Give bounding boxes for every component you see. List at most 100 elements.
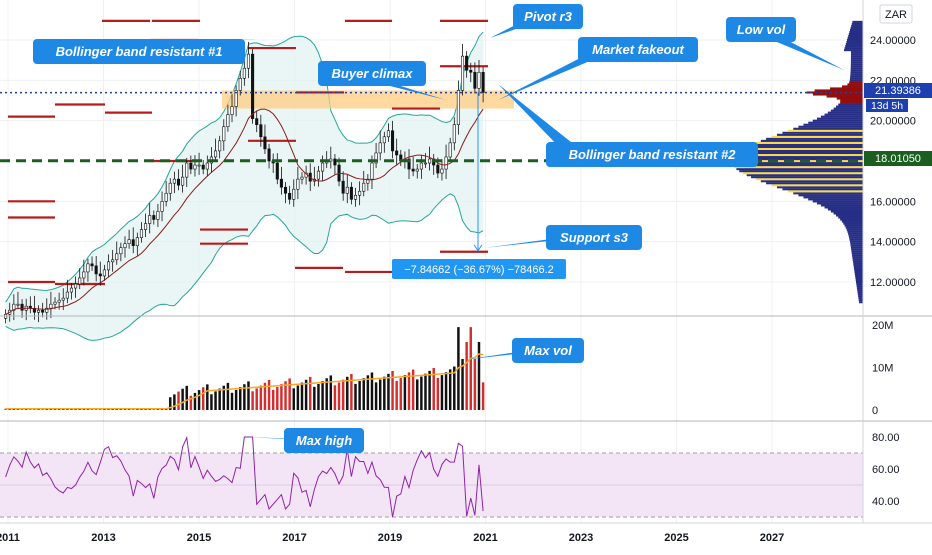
- volume-profile-bar: [838, 103, 863, 106]
- candle-body: [456, 90, 460, 125]
- currency-badge[interactable]: [879, 4, 913, 24]
- candle-body: [440, 168, 444, 174]
- candle-body: [90, 263, 94, 267]
- callout-pivot-r3: Pivot r3: [490, 4, 583, 38]
- volume-profile-bar: [844, 49, 863, 52]
- volume-profile-bar: [849, 238, 863, 241]
- volume-profile-bar: [732, 164, 863, 167]
- volume-bar: [436, 377, 440, 410]
- volume-profile-bar: [847, 39, 863, 42]
- volume-profile-bar: [833, 107, 863, 110]
- volume-profile-bar: [853, 264, 863, 267]
- candle-body: [321, 162, 325, 172]
- candle-body: [411, 168, 415, 172]
- candle-body: [127, 239, 131, 244]
- volume-profile-bar: [841, 85, 863, 88]
- volume-bar: [341, 379, 345, 410]
- candle-body: [259, 124, 263, 138]
- candle-body: [423, 162, 428, 165]
- volume-profile-bar: [812, 119, 863, 122]
- candle-body: [144, 223, 148, 230]
- countdown-badge: [866, 99, 908, 112]
- volume-profile-bar: [742, 172, 863, 175]
- candle-body: [362, 182, 366, 192]
- reference-lines: [0, 91, 863, 252]
- candle-body: [251, 53, 255, 119]
- candle-body: [115, 253, 119, 261]
- candle-body: [98, 273, 102, 277]
- candle-body: [181, 176, 185, 186]
- volume-bar: [350, 373, 353, 410]
- callout-market-fakeout: Market fakeout: [498, 37, 698, 100]
- volume-bar: [481, 382, 485, 410]
- candle-body: [288, 192, 292, 200]
- callout-bb-resistant-2: Bollinger band resistant #2: [498, 84, 758, 167]
- volume-profile-bar: [856, 287, 863, 290]
- volume-bar: [395, 380, 398, 410]
- candle-body: [481, 71, 485, 93]
- candle-body: [448, 142, 452, 158]
- volume-bar: [321, 381, 324, 410]
- volume-profile-bar: [798, 194, 863, 197]
- volume-bar: [243, 384, 246, 410]
- volume-profile-bar: [816, 117, 863, 120]
- volume-bar: [206, 384, 209, 410]
- volume-profile-bar: [771, 184, 863, 187]
- candle-body: [201, 164, 205, 170]
- volume-bar: [222, 385, 226, 410]
- callout-pivot-r3-box: [513, 4, 583, 29]
- volume-profile-bar: [852, 256, 863, 259]
- volume-profile-bar: [840, 218, 863, 221]
- candle-body: [172, 178, 176, 184]
- volume-profile-bar: [845, 45, 863, 48]
- volume-profile-bar: [760, 139, 863, 142]
- volume-profile-bar: [859, 301, 863, 304]
- volume-profile-bar: [848, 34, 863, 38]
- volume-profile-bar: [824, 206, 863, 209]
- volume-profile-bar: [844, 224, 863, 227]
- time-tick-label: 2023: [569, 532, 593, 544]
- callout-bb-resistant-1: Bollinger band resistant #1: [33, 38, 272, 64]
- volume-bar: [366, 375, 370, 410]
- volume-profile-bar: [776, 133, 863, 136]
- volume-profile-bar: [827, 111, 863, 114]
- volume-bar: [304, 379, 308, 410]
- volume-bar: [263, 382, 267, 410]
- candle-body: [160, 201, 164, 212]
- volume-bar: [469, 327, 472, 410]
- volume-bar: [218, 388, 221, 410]
- volume-profile-bar: [808, 198, 863, 201]
- time-axis[interactable]: 2011 2013 2015 2017 2019 2021 2023 2025 2027: [0, 532, 784, 544]
- volume-tick-label: 10M: [872, 363, 893, 375]
- volume-profile-bar: [850, 65, 863, 68]
- volume-profile-bar: [731, 157, 863, 161]
- volume-profile-bar: [736, 168, 863, 171]
- candle-body: [185, 162, 189, 178]
- volume-profile-bar: [858, 295, 863, 298]
- time-tick-label: 2019: [378, 532, 402, 544]
- volume-bar: [255, 388, 258, 410]
- candle-body: [106, 261, 111, 271]
- callout-support-s3-box: [546, 225, 642, 250]
- volume-bar: [189, 395, 193, 410]
- volume-bar: [201, 387, 205, 410]
- volume-profile-bar: [812, 93, 863, 96]
- time-tick-label: 2013: [91, 532, 115, 544]
- candle-body: [382, 136, 386, 144]
- candle-body: [197, 164, 201, 167]
- volume-profile-bar: [820, 115, 863, 118]
- volume-bar: [169, 397, 172, 410]
- volume-bar: [411, 369, 415, 410]
- volume-profile-bar: [850, 77, 863, 80]
- volume-bar: [403, 375, 407, 410]
- volume-bar: [259, 385, 263, 410]
- volume-bar: [391, 370, 394, 410]
- volume-bar: [440, 375, 444, 410]
- volume-profile-bar: [847, 36, 863, 40]
- volume-bar: [292, 388, 295, 410]
- volume-profile-bar: [734, 166, 863, 169]
- volume-profile-bar: [850, 61, 863, 64]
- price-tick-label: 12.00000: [870, 277, 916, 289]
- volume-profile-bar: [833, 212, 863, 215]
